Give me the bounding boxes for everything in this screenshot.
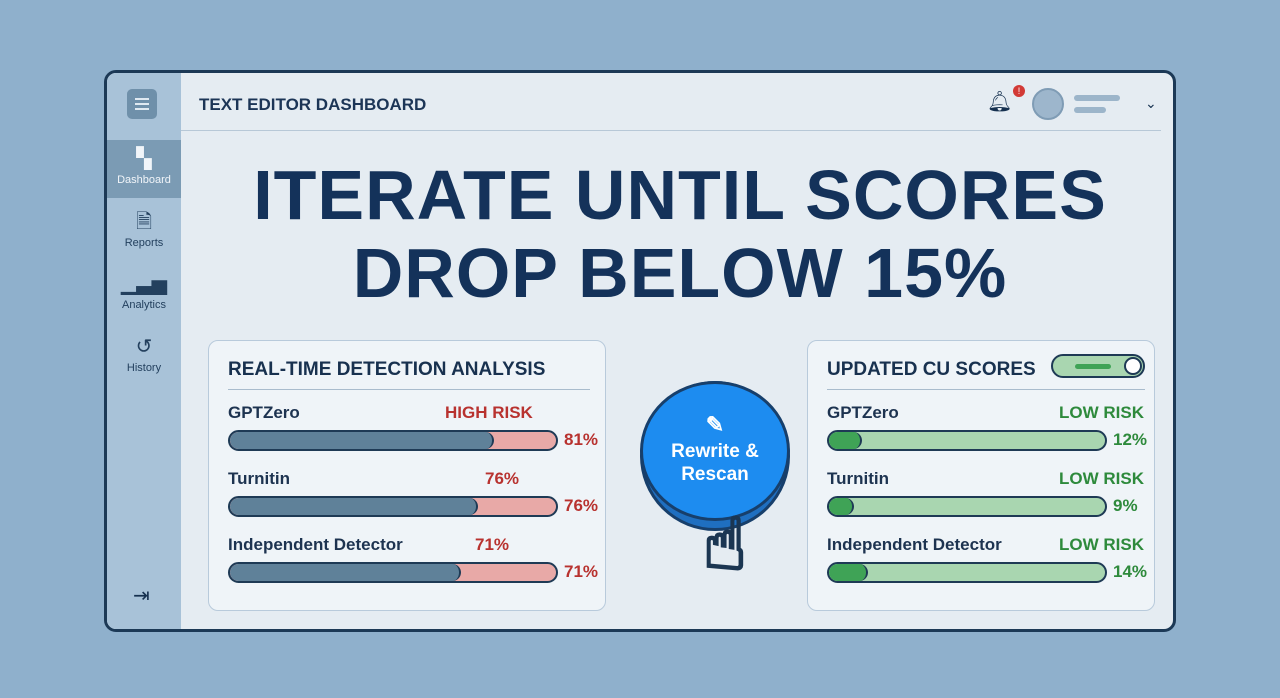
sidebar: ▚ Dashboard 🗎 Reports ▁▃▅ Analytics ↺ Histor… — [107, 73, 181, 629]
card-title: REAL-TIME DETECTION ANALYSIS — [228, 359, 546, 380]
detector-name: Independent Detector — [827, 535, 1002, 554]
sidebar-item-history[interactable]: ↺ History — [107, 328, 181, 386]
score-bar — [827, 562, 1107, 583]
user-role-placeholder — [1074, 107, 1106, 113]
score-bar-fill — [829, 498, 854, 515]
score-bar-fill — [230, 432, 495, 449]
history-icon: ↺ — [135, 336, 153, 358]
card-divider — [228, 389, 590, 390]
sidebar-item-label: Analytics — [121, 299, 167, 311]
card-divider — [827, 389, 1145, 390]
detector-name: Turnitin — [827, 469, 889, 488]
sidebar-item-reports[interactable]: 🗎 Reports — [107, 203, 181, 261]
score-bar — [827, 496, 1107, 517]
score-bar-fill — [829, 432, 863, 449]
user-name-placeholder — [1074, 95, 1120, 101]
sidebar-item-label: Reports — [124, 237, 164, 249]
dashboard-icon: ▚ — [136, 148, 152, 170]
detector-name: GPTZero — [827, 403, 899, 422]
notification-badge: ! — [1013, 85, 1025, 97]
pencil-refresh-icon: ✎ — [705, 412, 725, 437]
sidebar-item-label: Dashboard — [117, 174, 171, 186]
button-face: ✎ Rewrite & Rescan — [640, 381, 790, 521]
sidebar-item-label: History — [126, 362, 162, 374]
score-bar-fill — [230, 498, 478, 515]
score-bar-fill — [230, 564, 462, 581]
logout-icon[interactable]: ⇥ — [133, 585, 150, 607]
detector-name: Turnitin — [228, 469, 290, 488]
score-bar — [228, 562, 558, 583]
risk-tag: 76% — [485, 469, 520, 488]
score-bar-fill — [829, 564, 868, 581]
score-value: 14% — [1113, 562, 1148, 581]
risk-tag: LOW RISK — [1059, 535, 1144, 554]
pointer-hand-icon: ☝︎ — [702, 504, 749, 587]
sidebar-item-analytics[interactable]: ▁▃▅ Analytics — [107, 265, 181, 323]
score-value: 76% — [564, 496, 599, 515]
risk-tag: LOW RISK — [1059, 403, 1144, 422]
score-value: 71% — [564, 562, 599, 581]
card-title: UPDATED CU SCORES — [827, 359, 1036, 380]
score-bar — [827, 430, 1107, 451]
avatar[interactable] — [1032, 88, 1064, 120]
updated-scores-card: UPDATED CU SCORES GPTZero LOW RISK 12% Tu… — [807, 340, 1155, 611]
detector-name: GPTZero — [228, 403, 300, 422]
sidebar-item-dashboard[interactable]: ▚ Dashboard — [107, 140, 181, 198]
chevron-down-icon[interactable]: ⌄ — [1145, 95, 1157, 111]
button-label-line-2: Rescan — [681, 464, 749, 485]
risk-tag: HIGH RISK — [445, 403, 533, 422]
button-label-line-1: Rewrite & — [671, 441, 759, 462]
document-icon: 🗎 — [135, 211, 153, 233]
risk-tag: LOW RISK — [1059, 469, 1144, 488]
headline-line-1: ITERATE UNTIL SCORES — [253, 156, 1107, 234]
page-title: TEXT EDITOR DASHBOARD — [199, 95, 427, 114]
rewrite-rescan-button[interactable]: ✎ Rewrite & Rescan — [640, 381, 790, 531]
app-window: ▚ Dashboard 🗎 Reports ▁▃▅ Analytics ↺ Histor… — [104, 70, 1176, 632]
menu-button[interactable] — [127, 89, 157, 119]
score-value: 9% — [1113, 496, 1138, 515]
risk-tag: 71% — [475, 535, 510, 554]
bell-icon[interactable]: 🔔︎ — [987, 91, 1013, 113]
header-divider — [181, 130, 1161, 131]
detection-analysis-card: REAL-TIME DETECTION ANALYSIS GPTZero HIG… — [208, 340, 606, 611]
headline-line-2: DROP BELOW 15% — [352, 234, 1008, 312]
scores-toggle[interactable] — [1051, 354, 1145, 378]
detector-name: Independent Detector — [228, 535, 403, 554]
score-bar — [228, 430, 558, 451]
score-value: 81% — [564, 430, 599, 449]
score-bar — [228, 496, 558, 517]
score-value: 12% — [1113, 430, 1148, 449]
bar-chart-icon: ▁▃▅ — [120, 273, 168, 295]
